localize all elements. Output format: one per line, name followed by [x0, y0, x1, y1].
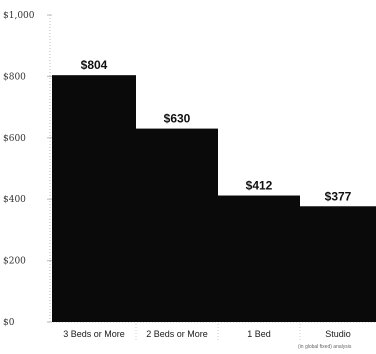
y-tick-label: $1,000 — [3, 11, 35, 21]
data-label: $630 — [164, 112, 191, 126]
y-tick-label: $800 — [3, 72, 26, 82]
bars-group — [52, 75, 376, 322]
bar — [300, 206, 376, 322]
chart-note: (in global fixed) analysis — [298, 344, 352, 350]
category-label: 3 Beds or More — [63, 329, 125, 339]
bar — [136, 128, 218, 322]
bar — [218, 195, 300, 322]
category-label: Studio — [325, 329, 351, 339]
data-labels-group: $804 $630 $412 $377 — [81, 58, 352, 203]
y-tick-label: $600 — [3, 134, 26, 144]
category-label: 2 Beds or More — [146, 329, 208, 339]
category-labels-group: 3 Beds or More 2 Beds or More 1 Bed Studio — [63, 324, 351, 342]
bar — [52, 75, 136, 322]
data-label: $804 — [81, 58, 108, 72]
category-label: 1 Bed — [247, 329, 271, 339]
y-axis-ticks: $0 $200 $400 $600 $800 $1,000 — [3, 11, 52, 328]
y-tick-label: $400 — [3, 195, 26, 205]
y-tick-label: $0 — [3, 318, 15, 328]
data-label: $377 — [325, 189, 352, 203]
y-tick-label: $200 — [3, 257, 26, 267]
data-label: $412 — [246, 179, 273, 193]
